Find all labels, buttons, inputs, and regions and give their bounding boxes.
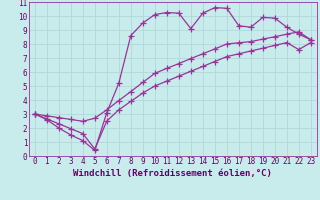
- X-axis label: Windchill (Refroidissement éolien,°C): Windchill (Refroidissement éolien,°C): [73, 169, 272, 178]
